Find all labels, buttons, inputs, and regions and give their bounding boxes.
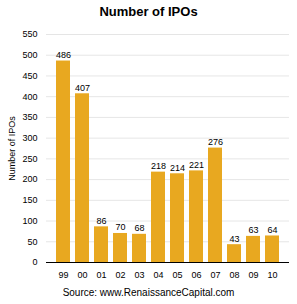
- svg-text:250: 250: [22, 154, 37, 164]
- html-text:Source: www.RenaissanceCapital: Source: www.RenaissanceCapital.com: [62, 287, 235, 298]
- svg-text:08: 08: [229, 270, 239, 280]
- svg-text:05: 05: [172, 270, 182, 280]
- svg-text:07: 07: [210, 270, 220, 280]
- svg-text:86: 86: [96, 216, 106, 226]
- svg-text:00: 00: [77, 270, 87, 280]
- svg-text:550: 550: [22, 29, 37, 39]
- svg-text:Number of IPOs: Number of IPOs: [7, 116, 17, 181]
- svg-text:43: 43: [229, 234, 239, 244]
- svg-text:04: 04: [153, 270, 163, 280]
- svg-text:99: 99: [58, 270, 68, 280]
- svg-text:350: 350: [22, 112, 37, 122]
- svg-text:64: 64: [267, 225, 277, 235]
- svg-text:450: 450: [22, 71, 37, 81]
- svg-text:150: 150: [22, 195, 37, 205]
- svg-text:276: 276: [208, 137, 223, 147]
- svg-text:70: 70: [115, 222, 125, 232]
- svg-text:06: 06: [191, 270, 201, 280]
- svg-text:0: 0: [32, 257, 37, 267]
- svg-text:500: 500: [22, 50, 37, 60]
- svg-text:221: 221: [189, 160, 204, 170]
- svg-text:300: 300: [22, 133, 37, 143]
- svg-text:68: 68: [134, 223, 144, 233]
- svg-text:407: 407: [75, 83, 90, 93]
- svg-text:03: 03: [134, 270, 144, 280]
- svg-text:10: 10: [267, 270, 277, 280]
- svg-text:100: 100: [22, 216, 37, 226]
- svg-text:218: 218: [151, 161, 166, 171]
- svg-text:01: 01: [96, 270, 106, 280]
- svg-text:63: 63: [248, 225, 258, 235]
- svg-text:50: 50: [27, 237, 37, 247]
- svg-text:400: 400: [22, 92, 37, 102]
- svg-text:09: 09: [248, 270, 258, 280]
- svg-text:200: 200: [22, 174, 37, 184]
- svg-text:02: 02: [115, 270, 125, 280]
- svg-text:486: 486: [56, 50, 71, 60]
- html-text:Number of IPOs: Number of IPOs: [99, 4, 198, 19]
- svg-text:214: 214: [170, 163, 185, 173]
